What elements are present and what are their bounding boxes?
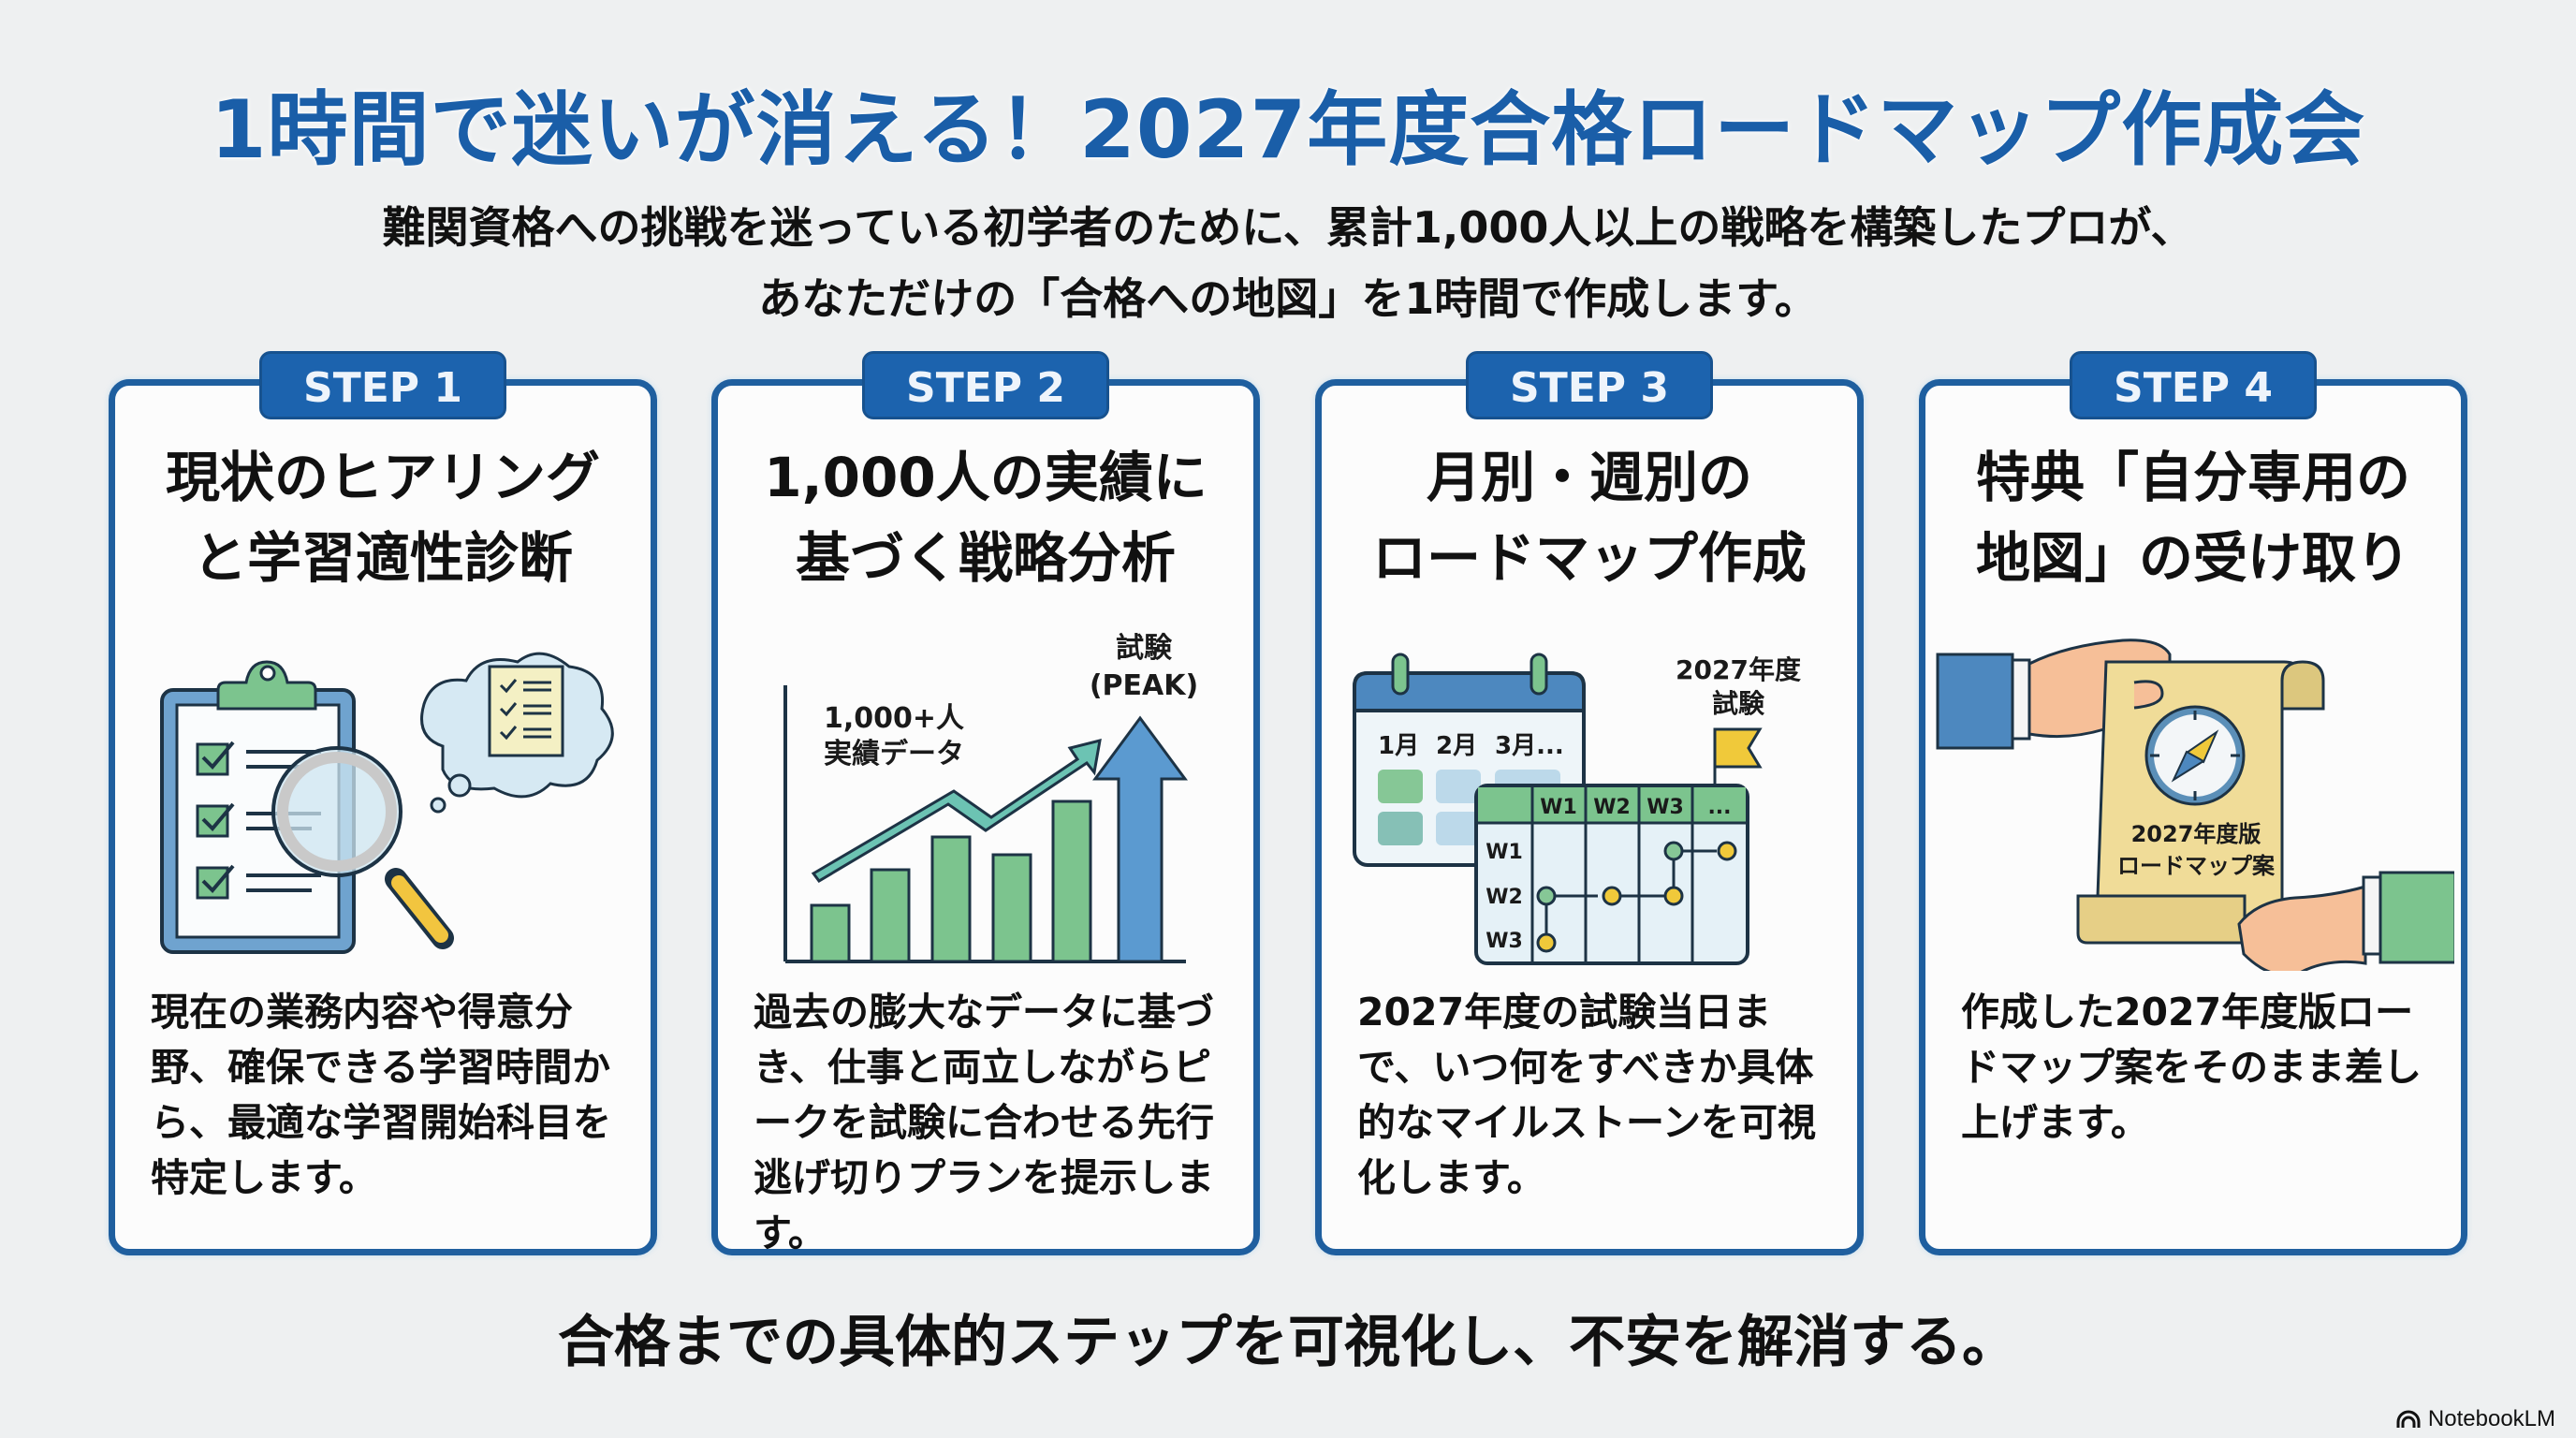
svg-text:(PEAK): (PEAK) bbox=[1090, 669, 1198, 702]
step-card-2: STEP 2 1,000人の実績に 基づく戦略分析 1,000+人 実績データ … bbox=[711, 351, 1260, 1255]
svg-text:W1: W1 bbox=[1540, 796, 1577, 819]
svg-text:実績データ: 実績データ bbox=[824, 738, 964, 770]
step-description: 現在の業務内容や得意分野、確保できる学習時間から、最適な学習開始科目を特定します… bbox=[151, 990, 611, 1200]
step-title: 月別・週別の ロードマップ作成 bbox=[1322, 437, 1857, 598]
step-badge: STEP 4 bbox=[2070, 351, 2317, 419]
svg-text:1月: 1月 bbox=[1378, 732, 1419, 760]
page-title: 1時間で迷いが消える！2027年度合格ロードマップ作成会 bbox=[210, 83, 2366, 177]
step-title-line-2: と学習適性診断 bbox=[192, 526, 573, 590]
svg-text:ロードマップ案: ロードマップ案 bbox=[2117, 853, 2276, 879]
page-subtitle: 難関資格への挑戦を迷っている初学者のために、累計1,000人以上の戦略を構築した… bbox=[0, 192, 2576, 334]
svg-text:3月...: 3月... bbox=[1495, 732, 1564, 760]
subtitle-line-2: あなただけの「合格への地図」を1時間で作成します。 bbox=[758, 273, 1818, 324]
notebooklm-logo: NotebookLM bbox=[2396, 1406, 2555, 1432]
step-title-line-2: ロードマップ作成 bbox=[1371, 526, 1807, 590]
step-title-line-1: 1,000人の実績に bbox=[764, 446, 1208, 509]
brand-label: NotebookLM bbox=[2427, 1406, 2555, 1431]
svg-text:W3: W3 bbox=[1486, 930, 1523, 953]
step-title-line-2: 地図」の受け取り bbox=[1975, 526, 2410, 590]
step-title-line-2: 基づく戦略分析 bbox=[795, 526, 1176, 590]
svg-text:1,000+人: 1,000+人 bbox=[824, 702, 964, 735]
step-badge: STEP 2 bbox=[862, 351, 1109, 419]
svg-text:2027年度版: 2027年度版 bbox=[2131, 821, 2261, 847]
step-title-line-1: 月別・週別の bbox=[1426, 446, 1752, 509]
svg-text:W3: W3 bbox=[1647, 796, 1684, 819]
step-card-4: STEP 4 特典「自分専用の 地図」の受け取り 2027年度版 ロードマップ案… bbox=[1919, 351, 2467, 1255]
step-description: 過去の膨大なデータに基づき、仕事と両立しながらピークを試験に合わせる先行逃げ切り… bbox=[754, 990, 1214, 1255]
step-title-line-1: 現状のヒアリング bbox=[165, 446, 600, 509]
step-description: 作成した2027年度版ロードマップ案をそのまま差し上げます。 bbox=[1961, 990, 2422, 1145]
step-title: 1,000人の実績に 基づく戦略分析 bbox=[718, 437, 1253, 598]
svg-text:2月: 2月 bbox=[1436, 732, 1477, 760]
subtitle-line-1: 難関資格への挑戦を迷っている初学者のために、累計1,000人以上の戦略を構築した… bbox=[382, 202, 2194, 253]
step-title: 特典「自分専用の 地図」の受け取り bbox=[1925, 437, 2461, 598]
svg-text:2027年度: 2027年度 bbox=[1676, 654, 1801, 685]
svg-text:試験: 試験 bbox=[1116, 632, 1173, 665]
step-card-3: STEP 3 月別・週別の ロードマップ作成 1月 2月 3月... W1 W2 bbox=[1315, 351, 1864, 1255]
step-description: 2027年度の試験当日まで、いつ何をすべきか具体的なマイルストーンを可視化します… bbox=[1357, 990, 1816, 1200]
svg-text:W2: W2 bbox=[1593, 796, 1631, 819]
tagline: 合格までの具体的ステップを可視化し、不安を解消する。 bbox=[558, 1310, 2018, 1375]
step-badge: STEP 1 bbox=[259, 351, 506, 419]
growth-chart-icon: 1,000+人 実績データ 試験 (PEAK) bbox=[783, 632, 1198, 963]
step-title-line-1: 特典「自分専用の bbox=[1975, 446, 2410, 509]
clipboard-magnifier-icon bbox=[160, 652, 614, 954]
step-title: 現状のヒアリング と学習適性診断 bbox=[115, 437, 651, 598]
svg-text:W2: W2 bbox=[1486, 886, 1523, 909]
step-card-1: STEP 1 現状のヒアリング と学習適性診断 bbox=[109, 351, 657, 1255]
step-badge: STEP 3 bbox=[1466, 351, 1713, 419]
svg-text:W1: W1 bbox=[1486, 841, 1523, 864]
svg-text:...: ... bbox=[1707, 796, 1731, 819]
scroll-handover-icon: 2027年度版 ロードマップ案 bbox=[1936, 638, 2454, 971]
notebooklm-icon bbox=[2396, 1410, 2421, 1428]
calendar-schedule-icon: 1月 2月 3月... W1 W2 W3 ... W1 W2 W3 bbox=[1353, 653, 1801, 965]
svg-text:試験: 試験 bbox=[1712, 688, 1765, 719]
